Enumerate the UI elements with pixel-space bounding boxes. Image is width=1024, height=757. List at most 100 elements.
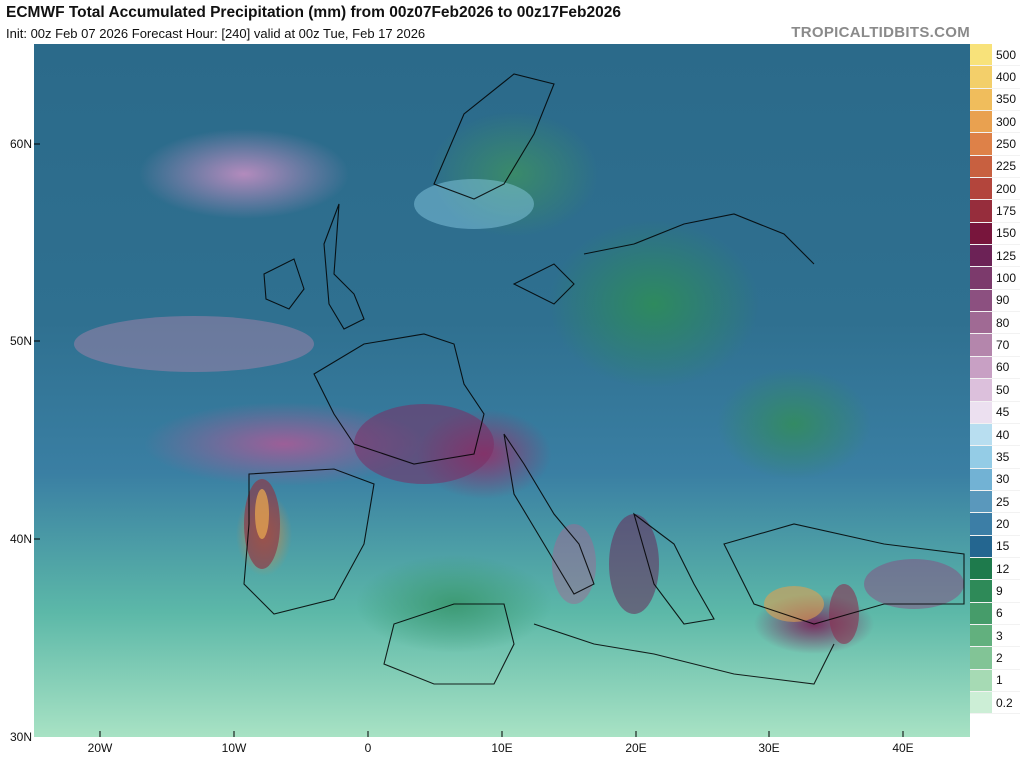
colorbar-swatch — [970, 535, 992, 557]
watermark: TROPICALTIDBITS.COM — [791, 24, 970, 41]
colorbar-label: 0.2 — [996, 695, 1013, 710]
colorbar-label: 300 — [996, 114, 1017, 129]
colorbar-swatch — [970, 178, 992, 200]
colorbar-swatch — [970, 691, 992, 714]
colorbar-level: 500 — [970, 44, 1020, 67]
colorbar-level: 30 — [970, 468, 1020, 491]
colorbar-label: 50 — [996, 382, 1010, 397]
map-title: ECMWF Total Accumulated Precipitation (m… — [6, 4, 621, 21]
colorbar-swatch — [970, 557, 992, 580]
colorbar-level: 2 — [970, 647, 1020, 670]
colorbar-swatch — [970, 44, 992, 66]
colorbar-level: 6 — [970, 602, 1020, 625]
colorbar-level: 15 — [970, 535, 1020, 558]
lat-label-30n: 30N — [9, 730, 32, 744]
colorbar-level: 1 — [970, 669, 1020, 692]
colorbar-swatch — [970, 88, 992, 111]
colorbar-swatch — [970, 245, 992, 267]
colorbar-level: 3 — [970, 624, 1020, 648]
colorbar-label: 15 — [996, 539, 1010, 554]
colorbar-swatch — [970, 401, 992, 423]
colorbar-legend: 500 400 350 300 250 225 200 175 150 125 100 90 80 70 6… — [970, 44, 1020, 737]
colorbar-label: 500 — [996, 47, 1017, 62]
colorbar-label: 12 — [996, 561, 1010, 576]
colorbar-level: 50 — [970, 379, 1020, 402]
colorbar-level: 400 — [970, 66, 1020, 89]
colorbar-label: 3 — [996, 628, 1003, 643]
colorbar-label: 35 — [996, 449, 1010, 464]
colorbar-label: 225 — [996, 159, 1017, 174]
colorbar-level: 150 — [970, 222, 1020, 246]
colorbar-level: 60 — [970, 356, 1020, 380]
colorbar-swatch — [970, 312, 992, 334]
colorbar-level: 45 — [970, 401, 1020, 424]
colorbar-level: 250 — [970, 133, 1020, 156]
colorbar-level: 0.2 — [970, 691, 1020, 715]
colorbar-label: 25 — [996, 494, 1010, 509]
colorbar-label: 80 — [996, 315, 1010, 330]
lon-label-40e: 40E — [892, 741, 914, 755]
colorbar-swatch — [970, 490, 992, 513]
colorbar-label: 200 — [996, 181, 1017, 196]
colorbar-level: 200 — [970, 178, 1020, 201]
colorbar-swatch — [970, 379, 992, 401]
colorbar-swatch — [970, 133, 992, 155]
colorbar-label: 350 — [996, 92, 1017, 107]
colorbar-level: 80 — [970, 312, 1020, 335]
colorbar-swatch — [970, 624, 992, 647]
colorbar-swatch — [970, 669, 992, 691]
colorbar-level: 25 — [970, 490, 1020, 514]
colorbar-level: 40 — [970, 423, 1020, 447]
colorbar-swatch — [970, 602, 992, 624]
lat-label-60n: 60N — [9, 137, 32, 151]
colorbar-label: 2 — [996, 650, 1003, 665]
lat-label-50n: 50N — [9, 334, 32, 348]
colorbar-label: 6 — [996, 606, 1003, 621]
colorbar-level: 350 — [970, 88, 1020, 112]
map-subtitle: Init: 00z Feb 07 2026 Forecast Hour: [24… — [6, 26, 426, 41]
colorbar-swatch — [970, 356, 992, 379]
lon-label-0: 0 — [364, 741, 372, 755]
colorbar-swatch — [970, 423, 992, 446]
colorbar-level: 9 — [970, 580, 1020, 603]
colorbar-label: 150 — [996, 226, 1017, 241]
colorbar-level: 300 — [970, 111, 1020, 134]
colorbar-level: 125 — [970, 245, 1020, 268]
colorbar-label: 60 — [996, 360, 1010, 375]
colorbar-swatch — [970, 647, 992, 669]
lat-label-40n: 40N — [9, 532, 32, 546]
lon-label-30e: 30E — [758, 741, 780, 755]
lon-label-10w: 10W — [221, 741, 247, 755]
colorbar-swatch — [970, 289, 992, 312]
colorbar-swatch — [970, 222, 992, 245]
colorbar-label: 90 — [996, 293, 1010, 308]
colorbar-level: 225 — [970, 155, 1020, 179]
colorbar-label: 1 — [996, 673, 1003, 688]
colorbar-label: 250 — [996, 137, 1017, 152]
colorbar-label: 9 — [996, 583, 1003, 598]
lon-label-20w: 20W — [87, 741, 113, 755]
colorbar-swatch — [970, 468, 992, 490]
colorbar-level: 35 — [970, 446, 1020, 469]
colorbar-level: 70 — [970, 334, 1020, 357]
colorbar-swatch — [970, 111, 992, 133]
colorbar-label: 400 — [996, 70, 1017, 85]
colorbar-level: 90 — [970, 289, 1020, 313]
lon-label-10e: 10E — [491, 741, 513, 755]
precipitation-map — [34, 44, 970, 737]
colorbar-label: 30 — [996, 472, 1010, 487]
colorbar-swatch — [970, 155, 992, 178]
colorbar-label: 70 — [996, 338, 1010, 353]
colorbar-swatch — [970, 513, 992, 535]
colorbar-level: 20 — [970, 513, 1020, 536]
colorbar-swatch — [970, 334, 992, 356]
colorbar-level: 175 — [970, 200, 1020, 223]
colorbar-level: 12 — [970, 557, 1020, 581]
colorbar-swatch — [970, 66, 992, 88]
colorbar-label: 20 — [996, 516, 1010, 531]
colorbar-label: 40 — [996, 427, 1010, 442]
colorbar-label: 175 — [996, 204, 1017, 219]
colorbar-swatch — [970, 580, 992, 602]
colorbar-label: 100 — [996, 271, 1017, 286]
colorbar-label: 45 — [996, 405, 1010, 420]
